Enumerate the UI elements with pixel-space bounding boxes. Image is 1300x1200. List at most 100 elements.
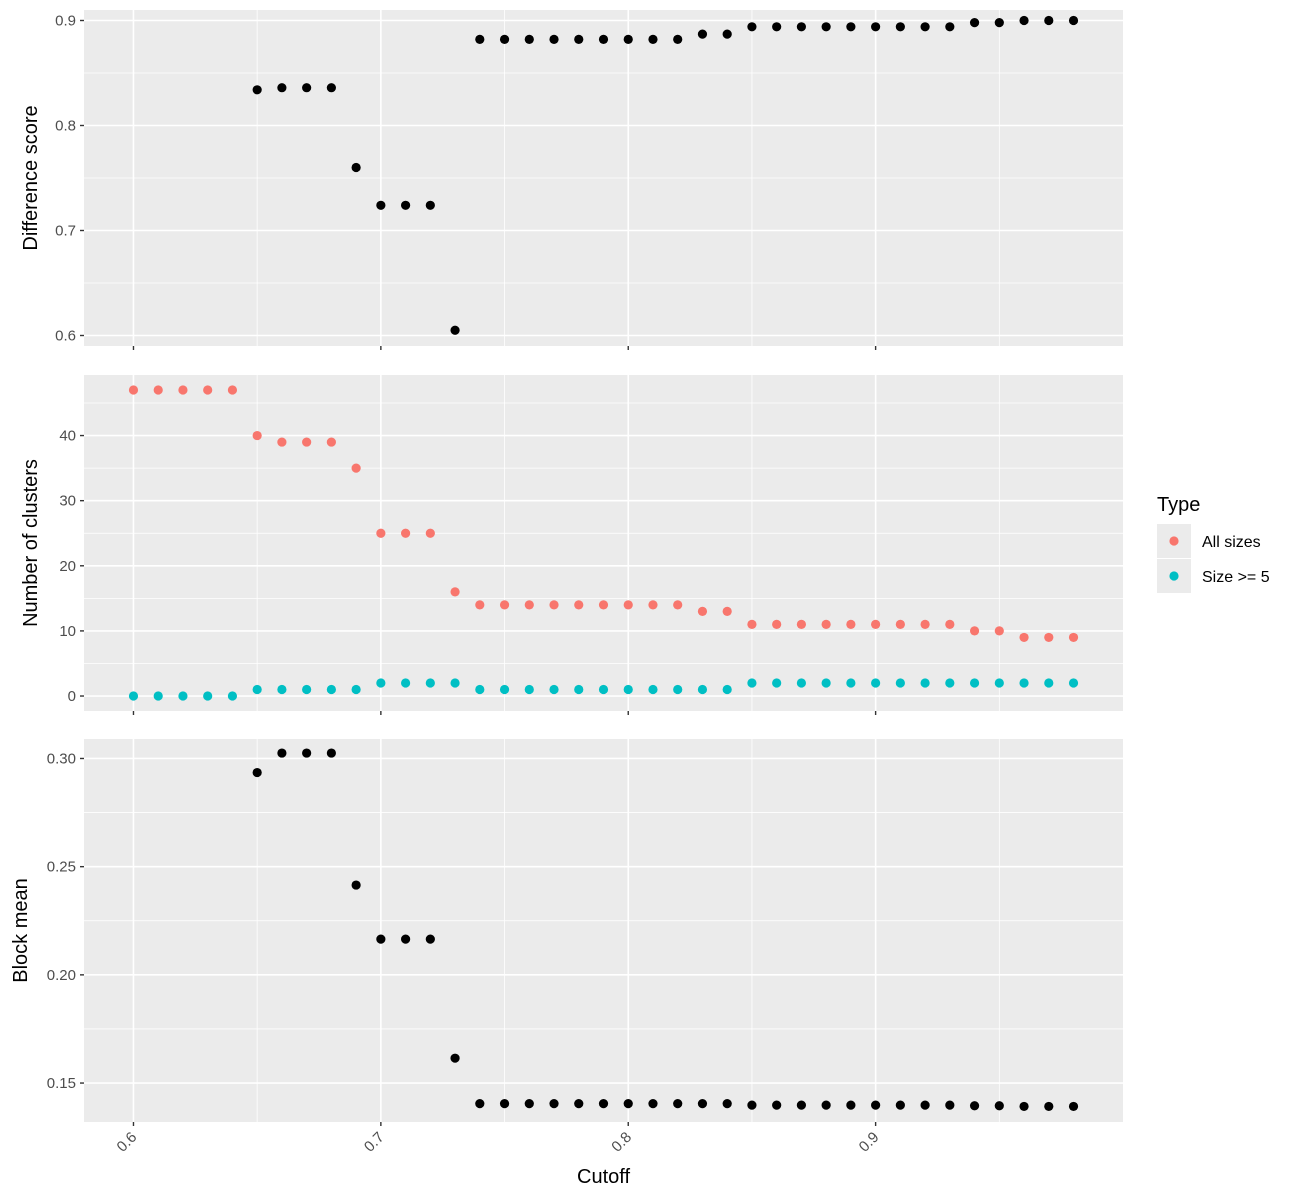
- data-point: [351, 684, 361, 695]
- data-point: [401, 528, 411, 538]
- data-point: [376, 678, 386, 688]
- data-point: [821, 619, 831, 630]
- y-tick-label: 30: [59, 493, 76, 510]
- y-tick-label: 10: [59, 623, 76, 640]
- data-point: [920, 1100, 930, 1110]
- data-point: [277, 748, 287, 758]
- data-point: [128, 691, 139, 701]
- data-point: [821, 678, 831, 688]
- y-tick-label: 0.15: [47, 1075, 76, 1092]
- data-point: [895, 619, 905, 630]
- series-size-5-plus: [128, 678, 1079, 701]
- data-point: [969, 626, 980, 636]
- data-point: [772, 22, 782, 32]
- data-point: [846, 1100, 856, 1110]
- data-point: [1044, 15, 1054, 26]
- data-point: [524, 1099, 534, 1109]
- data-point: [772, 619, 782, 630]
- data-point: [450, 325, 460, 335]
- data-point: [796, 678, 807, 688]
- x-tick-label: 0.9: [856, 1129, 883, 1156]
- data-point: [722, 684, 732, 695]
- data-point: [1019, 678, 1029, 688]
- data-point: [673, 600, 683, 610]
- data-point: [425, 200, 435, 210]
- data-point: [1068, 678, 1079, 688]
- data-point: [499, 34, 510, 45]
- data-point: [326, 748, 336, 758]
- data-point: [648, 684, 658, 695]
- data-point: [549, 1099, 559, 1109]
- x-tick-label: 0.8: [608, 1129, 635, 1156]
- data-point: [994, 1101, 1004, 1111]
- y-tick-label: 0.20: [47, 967, 76, 984]
- data-point: [475, 34, 485, 45]
- data-point: [326, 684, 336, 695]
- y-axis-title: Block mean: [10, 878, 32, 983]
- data-point: [252, 767, 262, 778]
- data-point: [549, 684, 559, 695]
- y-tick-label: 0.8: [55, 118, 76, 135]
- data-point: [1044, 1101, 1054, 1112]
- data-point: [302, 684, 312, 695]
- data-point: [574, 684, 584, 695]
- data-point: [302, 83, 312, 93]
- data-point: [673, 1099, 683, 1109]
- data-point: [277, 437, 287, 447]
- data-point: [153, 691, 163, 701]
- y-tick-label: 0.30: [47, 750, 76, 767]
- data-point: [376, 934, 386, 944]
- data-point: [722, 1099, 732, 1109]
- data-point: [1019, 15, 1029, 26]
- data-point: [623, 1099, 633, 1109]
- data-point: [277, 684, 287, 695]
- panel-background: [84, 375, 1123, 711]
- data-point: [994, 626, 1004, 636]
- y-tick-label: 0: [68, 688, 76, 705]
- data-point: [128, 385, 139, 395]
- data-point: [623, 600, 633, 610]
- data-point: [623, 684, 633, 695]
- data-point: [401, 200, 411, 210]
- data-point: [326, 437, 336, 447]
- data-point: [549, 34, 559, 45]
- data-point: [969, 678, 980, 688]
- data-point: [796, 1100, 807, 1110]
- data-point: [598, 684, 609, 695]
- data-point: [574, 600, 584, 610]
- data-point: [697, 29, 708, 39]
- x-tick-label: 0.7: [361, 1129, 388, 1156]
- data-point: [475, 600, 485, 610]
- data-point: [524, 600, 534, 610]
- data-point: [945, 619, 955, 630]
- data-point: [895, 678, 905, 688]
- data-point: [895, 1100, 905, 1110]
- data-point: [796, 619, 807, 630]
- data-point: [153, 385, 163, 395]
- data-point: [203, 385, 213, 395]
- series-all-sizes: [128, 385, 1079, 643]
- data-point: [871, 678, 881, 688]
- data-point: [376, 528, 386, 538]
- data-point: [994, 18, 1004, 28]
- panel-clusters: 0 10 20 30 40 Number of clusters: [20, 375, 1123, 715]
- data-point: [722, 29, 732, 39]
- data-point: [1068, 632, 1079, 643]
- data-point: [178, 385, 188, 395]
- data-point: [969, 1101, 980, 1111]
- data-point: [920, 619, 930, 630]
- legend-label: Size >= 5: [1202, 569, 1270, 586]
- data-point: [747, 1100, 757, 1110]
- panel-block: 0.15 0.20 0.25 0.30 Block mean 0.6 0.7 0.8 0.9 Cu…: [10, 739, 1123, 1188]
- data-point: [722, 606, 732, 616]
- data-point: [598, 1099, 609, 1109]
- data-point: [772, 1100, 782, 1110]
- data-point: [351, 880, 361, 890]
- data-point: [425, 934, 435, 944]
- data-point: [227, 385, 238, 395]
- y-tick-label: 0.7: [55, 223, 76, 240]
- data-point: [846, 678, 856, 688]
- data-point: [697, 1099, 708, 1109]
- data-point: [846, 619, 856, 630]
- data-point: [821, 1100, 831, 1110]
